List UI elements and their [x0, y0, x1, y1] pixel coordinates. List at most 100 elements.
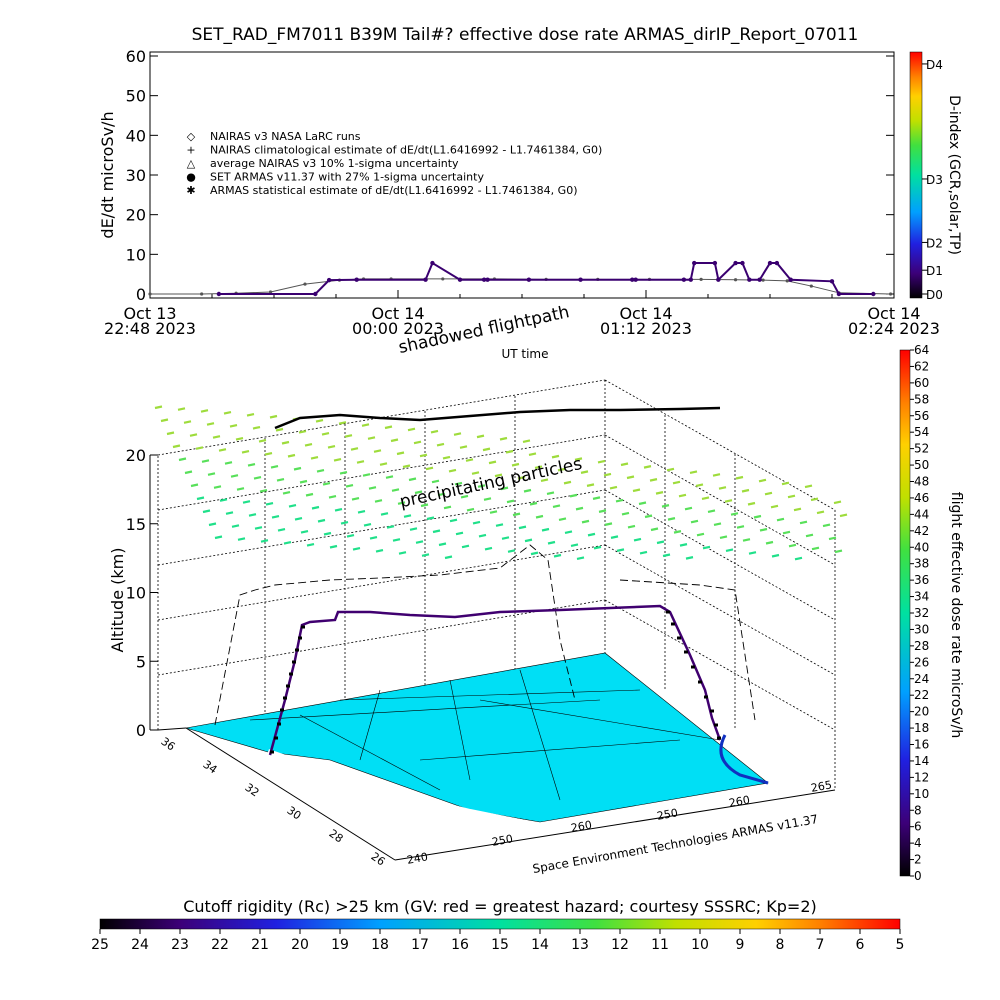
particle-mark — [237, 537, 246, 541]
particle-mark — [690, 519, 699, 524]
flight-point — [292, 660, 296, 664]
particle-mark — [787, 494, 796, 499]
particle-mark — [373, 449, 382, 453]
flight-point — [270, 750, 274, 754]
series-point — [733, 278, 738, 282]
particle-mark — [323, 531, 332, 536]
flight-point — [671, 622, 675, 626]
particle-mark — [402, 464, 411, 469]
particle-mark — [269, 414, 278, 419]
rc-tick-label: 24 — [131, 937, 149, 953]
particle-mark — [356, 460, 365, 464]
particle-mark — [415, 540, 424, 544]
particle-mark — [254, 526, 263, 530]
particle-mark — [833, 500, 842, 505]
particle-mark — [189, 433, 198, 437]
particle-mark — [655, 491, 664, 495]
particle-mark — [208, 522, 217, 527]
particle-mark — [253, 476, 262, 480]
particle-mark — [627, 524, 636, 529]
rc-tick-label: 18 — [371, 937, 389, 953]
coastline — [267, 749, 541, 829]
particle-mark — [782, 530, 791, 535]
series-point — [481, 277, 487, 282]
particle-mark — [223, 411, 232, 415]
series-point — [829, 279, 835, 284]
dose-tick-label: 50 — [914, 458, 929, 472]
top-y-axis-label: dE/dt microSv/h — [98, 111, 117, 238]
series-line — [218, 261, 874, 295]
series-point — [699, 277, 703, 281]
series-point — [733, 260, 738, 266]
dose-tick-label: 32 — [914, 606, 929, 620]
particle-mark — [206, 422, 215, 426]
particle-mark — [758, 478, 767, 483]
legend-entry: NAIRAS climatological estimate of dE/dt(… — [210, 144, 602, 157]
particle-mark — [689, 470, 698, 475]
rc-tick-label: 16 — [451, 937, 469, 953]
flight-point — [274, 736, 278, 740]
dose-tick-label: 28 — [914, 639, 929, 653]
top-y-tick-label: 60 — [126, 47, 146, 66]
flight-point — [714, 723, 718, 727]
particle-mark — [495, 523, 504, 527]
particle-mark — [524, 538, 533, 543]
particle-mark — [719, 535, 728, 540]
particle-mark — [317, 518, 326, 523]
particle-mark — [421, 553, 430, 557]
z-axis-label: Altitude (km) — [108, 548, 127, 653]
particle-mark — [512, 512, 521, 517]
particle-mark — [678, 493, 687, 498]
particle-mark — [621, 511, 630, 516]
particle-mark — [626, 475, 635, 480]
flight-point — [677, 636, 681, 640]
particle-mark — [154, 405, 163, 410]
particle-mark — [713, 522, 722, 527]
particle-mark — [523, 488, 532, 493]
rc-tick-label: 25 — [91, 937, 109, 953]
series-point — [871, 291, 876, 297]
series-point — [692, 260, 697, 266]
series-point — [688, 277, 693, 282]
particle-mark — [684, 506, 693, 511]
particle-mark — [679, 543, 688, 547]
particle-mark — [506, 499, 515, 504]
particle-mark — [271, 515, 280, 519]
particle-mark — [352, 546, 361, 551]
particle-mark — [471, 471, 480, 475]
series-point — [578, 277, 583, 282]
particle-mark — [633, 537, 642, 542]
particle-mark — [396, 451, 405, 456]
particle-mark — [730, 512, 739, 516]
dose-tick-label: 12 — [914, 770, 929, 784]
particle-mark — [477, 484, 486, 488]
particle-mark — [380, 512, 389, 516]
particle-mark — [252, 425, 261, 430]
particle-mark — [839, 513, 848, 518]
particle-mark — [202, 509, 211, 514]
plus-icon: + — [186, 144, 195, 157]
particle-mark — [793, 507, 802, 512]
particle-mark — [781, 481, 790, 486]
particle-mark — [218, 448, 227, 452]
particle-mark — [753, 514, 762, 519]
d-index-tick-label: D2 — [926, 236, 943, 250]
flight-point — [691, 665, 695, 669]
particle-mark — [430, 429, 439, 434]
particle-mark — [248, 513, 257, 517]
particle-mark — [288, 503, 297, 508]
lat-tick-label: 36 — [159, 735, 178, 754]
particle-mark — [367, 436, 376, 440]
shadowed-flightpath-line — [274, 406, 721, 430]
particle-mark — [361, 423, 370, 427]
particle-mark — [718, 486, 727, 490]
particle-mark — [436, 442, 445, 447]
diamond-icon: ◇ — [187, 130, 196, 143]
lat-tick-label: 32 — [243, 781, 262, 800]
series-point — [268, 290, 273, 294]
series-point — [767, 260, 773, 266]
flight-point — [277, 722, 281, 726]
particle-mark — [275, 427, 284, 432]
particle-mark — [259, 489, 268, 493]
particle-mark — [494, 473, 503, 478]
